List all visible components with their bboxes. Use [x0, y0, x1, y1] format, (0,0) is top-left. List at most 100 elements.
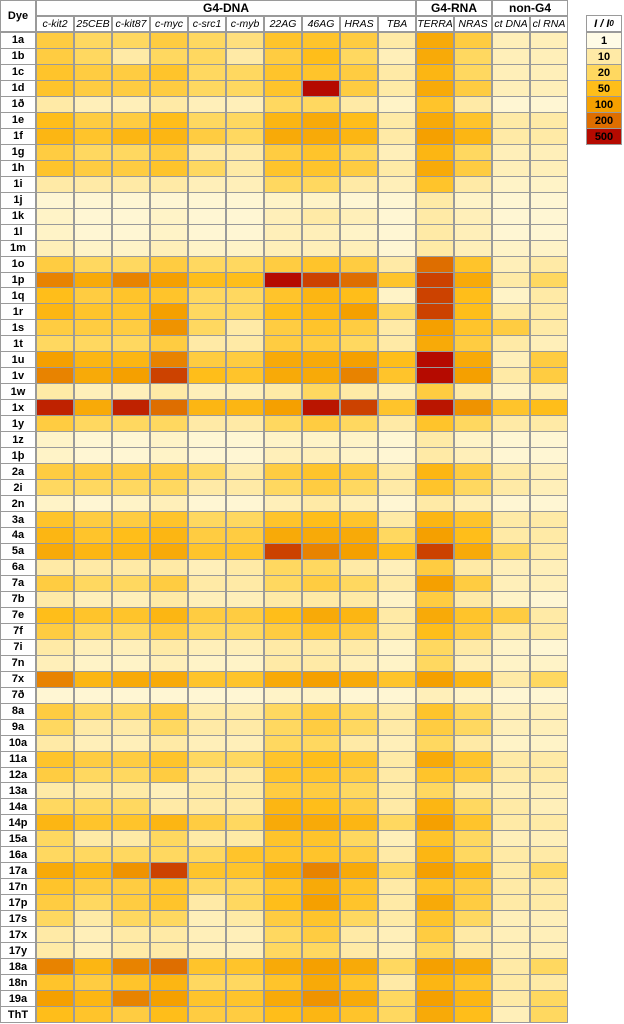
- heat-cell: [74, 47, 112, 65]
- heat-cell: [264, 511, 302, 528]
- heat-cell: [74, 830, 112, 848]
- heat-cell: [226, 303, 264, 321]
- heat-cell: [340, 63, 378, 81]
- heat-cell: [454, 495, 492, 513]
- heat-cell: [378, 622, 416, 640]
- dye-label: 1x: [0, 399, 36, 417]
- heat-cell: [340, 830, 378, 848]
- heat-cell: [112, 431, 150, 449]
- dye-label: 1v: [0, 367, 36, 385]
- heat-cell: [150, 159, 188, 177]
- heat-cell: [112, 207, 150, 225]
- heat-cell: [530, 910, 568, 928]
- heat-cell: [454, 958, 492, 976]
- heat-cell: [530, 942, 568, 960]
- heat-cell: [378, 814, 416, 832]
- heat-cell: [416, 95, 454, 113]
- heat-cell: [226, 351, 264, 369]
- heat-cell: [36, 1006, 74, 1023]
- heat-cell: [340, 942, 378, 960]
- heat-cell: [226, 223, 264, 241]
- heat-cell: [302, 670, 340, 688]
- heat-cell: [188, 926, 226, 944]
- heat-cell: [530, 846, 568, 864]
- heat-cell: [188, 686, 226, 704]
- heat-cell: [340, 718, 378, 736]
- dye-label: 2i: [0, 479, 36, 497]
- heat-cell: [226, 463, 264, 481]
- dye-label: 1p: [0, 271, 36, 289]
- heat-cell: [378, 926, 416, 944]
- heat-cell: [36, 175, 74, 193]
- heat-cell: [150, 878, 188, 896]
- heat-cell: [112, 303, 150, 321]
- heat-cell: [454, 766, 492, 784]
- heat-cell: [454, 974, 492, 992]
- heat-cell: [112, 127, 150, 145]
- heat-cell: [454, 942, 492, 960]
- heat-cell: [74, 335, 112, 353]
- heat-cell: [416, 926, 454, 944]
- heat-cell: [264, 910, 302, 928]
- heat-cell: [302, 415, 340, 433]
- heat-cell: [492, 431, 530, 449]
- heat-cell: [188, 32, 226, 49]
- heat-cell: [340, 814, 378, 832]
- heat-cell: [378, 1006, 416, 1023]
- column-header: c-kit87: [112, 16, 150, 32]
- heat-cell: [112, 846, 150, 864]
- heat-cell: [530, 926, 568, 944]
- heat-cell: [416, 574, 454, 592]
- heat-cell: [378, 191, 416, 209]
- heat-cell: [530, 351, 568, 369]
- dye-label: 1t: [0, 335, 36, 353]
- dye-label: 1ð: [0, 95, 36, 113]
- heat-cell: [416, 127, 454, 145]
- heat-cell: [530, 654, 568, 672]
- heat-cell: [150, 527, 188, 544]
- heat-cell: [492, 814, 530, 832]
- heat-cell: [264, 447, 302, 465]
- heat-cell: [74, 255, 112, 273]
- heat-cell: [416, 990, 454, 1008]
- heat-cell: [150, 654, 188, 672]
- heat-cell: [188, 143, 226, 161]
- heat-cell: [416, 686, 454, 704]
- heat-cell: [264, 239, 302, 257]
- heat-cell: [454, 782, 492, 800]
- heat-cell: [188, 638, 226, 656]
- heat-cell: [112, 574, 150, 592]
- heat-cell: [416, 718, 454, 736]
- dye-label: 19a: [0, 990, 36, 1008]
- heat-cell: [340, 431, 378, 449]
- heat-cell: [150, 271, 188, 289]
- heat-cell: [454, 479, 492, 497]
- dye-label: 7e: [0, 606, 36, 624]
- heat-cell: [74, 798, 112, 816]
- heat-cell: [492, 367, 530, 385]
- heat-cell: [150, 63, 188, 81]
- heat-cell: [416, 942, 454, 960]
- dye-label: 1r: [0, 303, 36, 321]
- heat-cell: [112, 542, 150, 560]
- heat-cell: [530, 223, 568, 241]
- heat-cell: [530, 527, 568, 544]
- heat-cell: [378, 974, 416, 992]
- heat-cell: [378, 351, 416, 369]
- heat-cell: [340, 47, 378, 65]
- heat-cell: [378, 574, 416, 592]
- heat-cell: [340, 670, 378, 688]
- heat-cell: [74, 287, 112, 305]
- column-header: c-myc: [150, 16, 188, 32]
- heat-cell: [416, 63, 454, 81]
- heat-cell: [454, 207, 492, 225]
- heat-cell: [530, 191, 568, 209]
- heat-cell: [416, 207, 454, 225]
- heat-cell: [492, 287, 530, 305]
- heat-cell: [226, 447, 264, 465]
- heat-cell: [112, 782, 150, 800]
- heat-cell: [112, 1006, 150, 1023]
- heat-cell: [454, 95, 492, 113]
- heat-cell: [378, 527, 416, 544]
- heat-cell: [150, 287, 188, 305]
